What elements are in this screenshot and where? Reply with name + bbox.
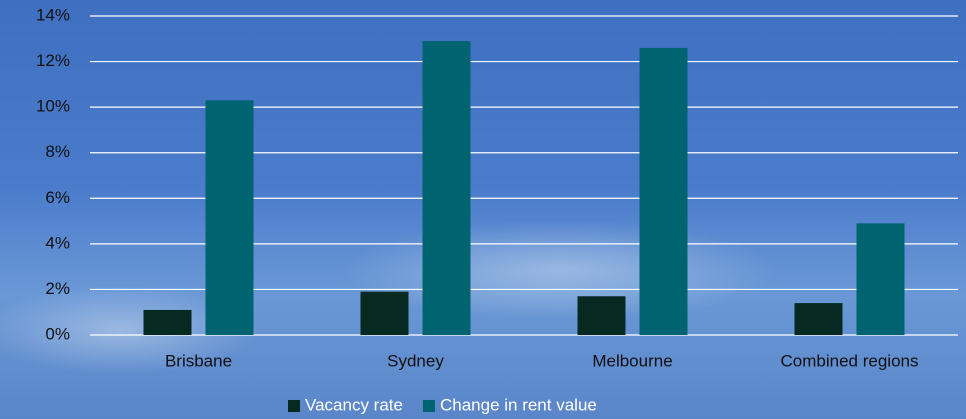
legend-swatch [423,400,435,412]
screenshot: 0% 2% 4% 6% 8% 10% 12% 14% Brisbane Sydney Melbour… [0,0,966,419]
y-tick-label: 4% [45,233,70,252]
bar [206,100,254,335]
legend-swatch [288,400,300,412]
bar [361,292,409,335]
legend-text: Vacancy rate [305,395,403,414]
y-tick-label: 2% [45,279,70,298]
y-tick-label: 10% [36,97,70,116]
bar [423,41,471,335]
chart: 0% 2% 4% 6% 8% 10% 12% 14% Brisbane Sydney Melbour… [0,0,966,419]
y-tick-label: 8% [45,142,70,161]
bar [857,223,905,335]
y-tick-label: 0% [45,324,70,343]
x-tick-label: Melbourne [592,351,672,370]
bar [144,310,192,335]
x-tick-label: Combined regions [781,351,919,370]
bar [640,48,688,335]
y-tick-label: 14% [36,5,70,24]
y-tick-label: 6% [45,188,70,207]
bar [578,296,626,335]
legend-text: Change in rent value [440,395,597,414]
x-tick-label: Sydney [387,351,444,370]
y-tick-label: 12% [36,51,70,70]
x-tick-label: Brisbane [165,351,232,370]
bar [795,303,843,335]
